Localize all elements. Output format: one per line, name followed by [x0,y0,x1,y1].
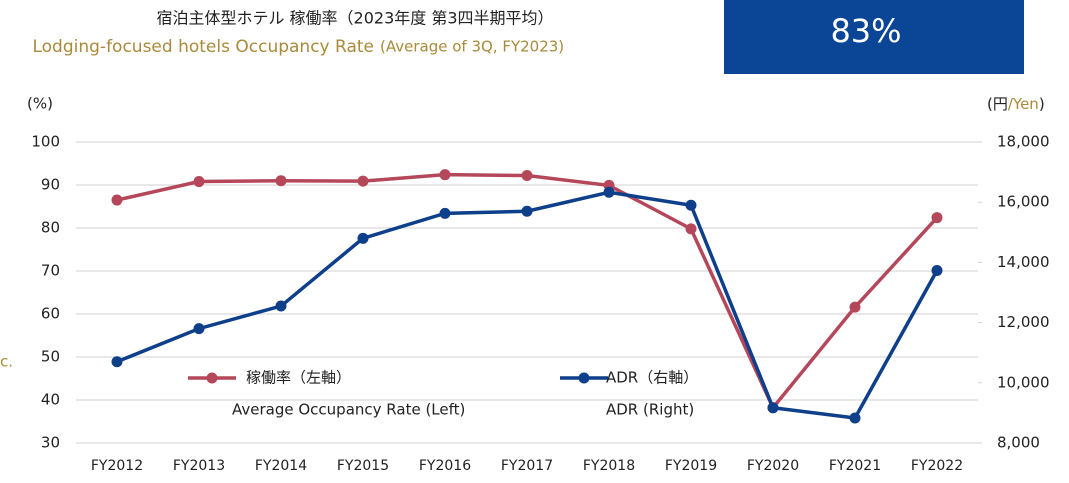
y-tick-label: 80 [41,219,60,237]
y2-axis-label: (円/Yen) [987,95,1045,113]
y2-tick-label: 10,000 [997,373,1050,391]
side-note: c. [0,353,13,371]
data-point [849,412,861,424]
y-tick-label: 50 [41,348,60,366]
legend-label-en: ADR (Right) [606,401,694,419]
legend-marker [578,372,590,384]
data-point [111,194,123,206]
x-tick-label: FY2022 [911,458,963,474]
x-tick-label: FY2015 [337,458,389,474]
y2-label-part: /Yen [1008,95,1039,113]
y-tick-label: 60 [41,305,60,323]
y2-tick-label: 8,000 [997,434,1040,452]
y2-tick-label: 14,000 [997,253,1050,271]
data-point [275,300,287,312]
y-tick-label: 40 [41,391,60,409]
data-point [275,175,287,187]
x-tick-label: FY2018 [583,458,635,474]
legend-label: 稼働率（左軸） [246,369,351,387]
data-point [931,265,943,277]
chart-title: 宿泊主体型ホテル 稼働率（2023年度 第3四半期平均） [156,9,553,28]
legend-label-en: Average Occupancy Rate (Left) [232,401,465,419]
x-tick-label: FY2020 [747,458,799,474]
data-point [685,223,697,235]
x-tick-label: FY2016 [419,458,471,474]
data-point [849,301,861,313]
y2-tick-label: 18,000 [997,133,1050,151]
headline-value: 83% [830,12,901,50]
data-point [767,402,779,414]
data-point [193,176,205,188]
chart-subtitle: Lodging-focused hotels Occupancy Rate [32,37,374,57]
series-line [116,190,939,420]
data-point [193,323,205,335]
headline-box [724,0,1024,74]
data-point [357,232,369,244]
y-tick-label: 30 [41,434,60,452]
data-point [931,212,943,224]
x-tick-label: FY2012 [91,458,143,474]
data-point [439,207,451,219]
y2-label-part: ) [1039,95,1045,113]
x-tick-label: FY2014 [255,458,307,474]
data-point [685,199,697,211]
y2-label-part: (円 [987,95,1008,113]
legend-marker [206,372,218,384]
data-point [439,169,451,181]
legend-label: ADR（右軸） [606,369,698,387]
x-tick-label: FY2017 [501,458,553,474]
y2-tick-label: 16,000 [997,193,1050,211]
x-tick-label: FY2019 [665,458,717,474]
x-tick-label: FY2013 [173,458,225,474]
x-tick-label: FY2021 [829,458,881,474]
data-point [357,175,369,187]
data-point [111,356,123,368]
y-tick-label: 70 [41,262,60,280]
data-point [521,170,533,182]
y-axis-label: (%) [27,95,53,113]
y2-tick-label: 12,000 [997,313,1050,331]
data-point [603,186,615,198]
chart-subtitle-note: (Average of 3Q, FY2023) [380,38,564,56]
data-point [521,205,533,217]
y-tick-label: 90 [41,176,60,194]
y-tick-label: 100 [31,133,60,151]
